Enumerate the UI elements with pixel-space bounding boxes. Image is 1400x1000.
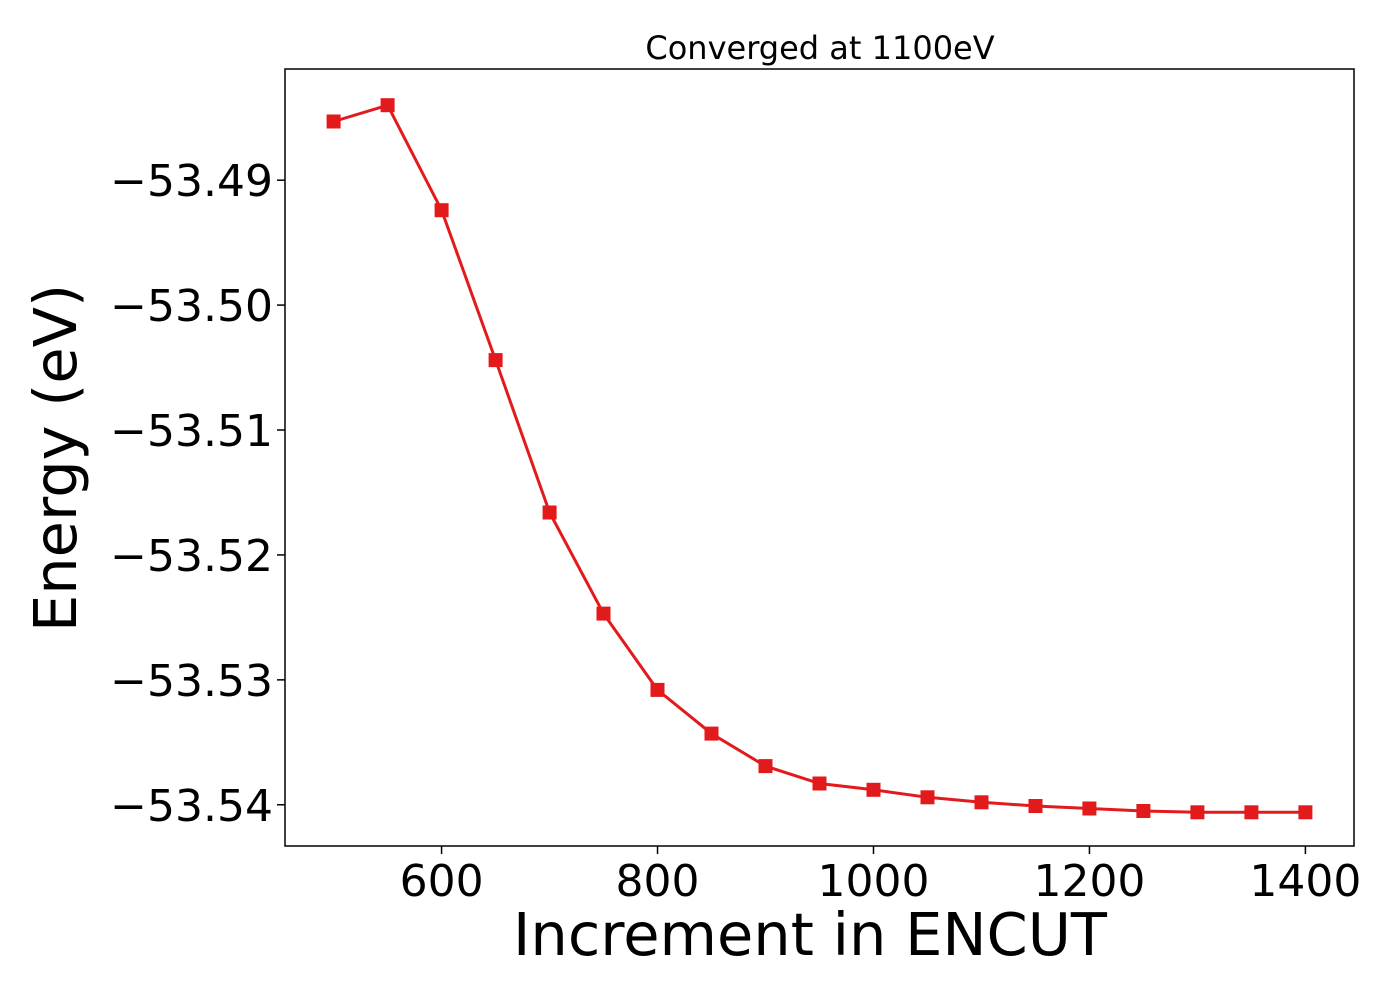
data-point-marker [920,790,935,805]
x-axis-label: Increment in ENCUT [513,900,1108,969]
y-tick-label: −53.53 [110,656,273,707]
data-point-marker [326,114,341,129]
data-point-marker [380,98,395,113]
data-point-marker [488,353,503,368]
x-tick-label: 600 [400,856,484,907]
y-tick-label: −53.51 [110,406,273,457]
x-axis: 600 800 1000 1200 1400 [400,846,1361,907]
data-point-marker [974,795,989,810]
data-point-marker [596,606,611,621]
data-point-marker [1136,804,1151,818]
data-point-marker [1082,801,1097,816]
y-tick-label: −53.52 [110,531,273,582]
y-tick-label: −53.54 [110,781,273,832]
y-tick-label: −53.50 [110,281,273,332]
data-point-marker [650,682,665,697]
data-point-marker [758,759,773,774]
data-point-marker [1190,805,1205,820]
data-point-marker [1028,799,1043,813]
data-point-marker [1298,805,1313,820]
data-point-marker [704,726,719,741]
data-point-marker [1244,805,1259,820]
y-tick-label: −53.49 [110,156,273,207]
data-point-marker [866,782,881,797]
data-point-marker [542,505,557,520]
y-axis: −53.49 −53.50 −53.51 −53.52 −53.53 −53.54 [110,156,285,832]
plot-frame [284,68,1355,847]
x-tick-label: 1200 [1033,856,1145,907]
data-point-marker [434,203,449,218]
series-markers [326,98,1313,820]
x-tick-label: 1000 [817,856,929,907]
y-axis-label: Energy (eV) [21,284,90,632]
chart-title: Converged at 1100eV [645,29,994,67]
x-tick-label: 1400 [1249,856,1361,907]
plot-area [284,68,1355,847]
x-tick-label: 800 [616,856,700,907]
data-point-marker [812,776,827,791]
